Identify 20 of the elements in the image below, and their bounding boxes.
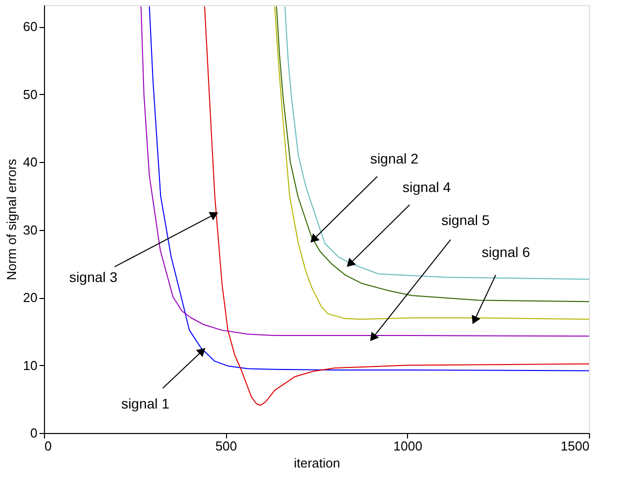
y-tick-label: 20 [23, 290, 38, 306]
x-axis-title: iteration [294, 456, 340, 470]
annotation: signal 4 [402, 179, 451, 196]
y-tick-label: 40 [23, 154, 38, 170]
y-tick-label: 0 [30, 426, 38, 440]
annotation: signal 5 [441, 212, 490, 228]
annotation: signal 6 [482, 244, 530, 260]
x-tick-label: 1000 [393, 438, 422, 454]
annotation: signal 2 [370, 150, 419, 167]
y-tick-label: 10 [23, 358, 38, 373]
x-tick-label: 500 [215, 438, 238, 454]
y-tick-label: 60 [23, 19, 38, 34]
y-tick-label: 50 [23, 86, 38, 102]
x-tick-label: 0 [44, 438, 52, 454]
annotation: signal 3 [69, 268, 118, 285]
y-tick-label: 30 [23, 222, 38, 238]
line-series [204, 6, 589, 406]
y-axis-title: Norm of signal errors [4, 158, 20, 280]
x-tick-label: 1500 [560, 438, 590, 454]
annotation: signal 1 [121, 396, 170, 412]
